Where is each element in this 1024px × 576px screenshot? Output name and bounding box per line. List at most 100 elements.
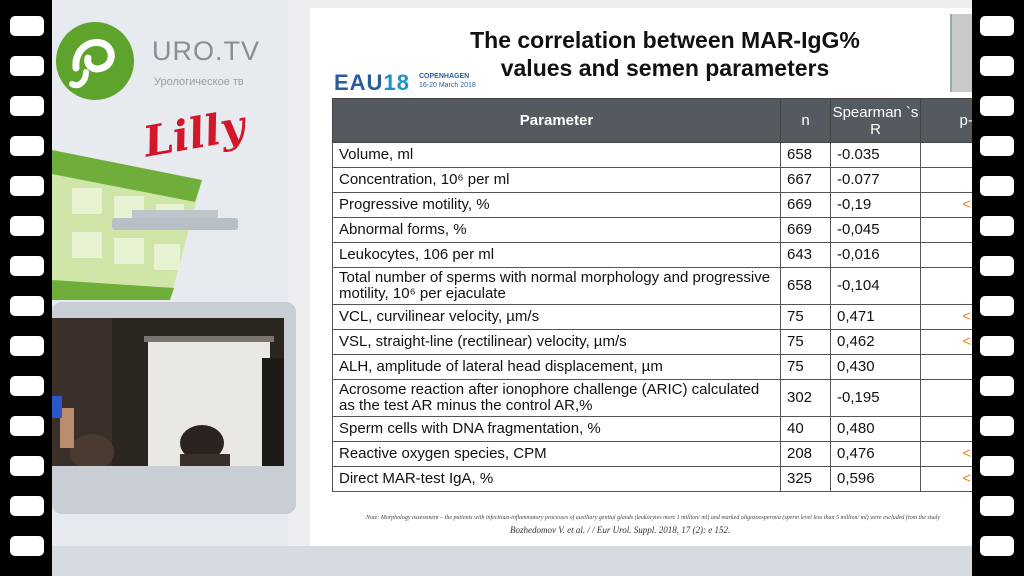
bottom-band (52, 546, 972, 576)
monitor-base (112, 218, 238, 230)
cell-parameter: Concentration, 10⁶ per ml (332, 167, 781, 193)
conference-name: EAU18 (334, 70, 410, 95)
conference-prefix: EAU (334, 70, 384, 95)
cell-parameter: Total number of sperms with normal morph… (332, 267, 781, 305)
cell-spearman-r: -0.035 (830, 142, 921, 168)
conference-city: COPENHAGEN (419, 73, 470, 80)
cell-pvalue: 0,0 (920, 379, 972, 417)
cell-pvalue: <0,0 (920, 466, 972, 492)
cell-n: 669 (780, 217, 831, 243)
cell-parameter: Reactive oxygen species, CPM (332, 441, 781, 467)
video-frame: URO.TV Урологическое тв Lilly (52, 0, 972, 576)
sprocket-hole (10, 296, 44, 316)
sprocket-hole (10, 416, 44, 436)
filmstrip-right (972, 0, 1024, 576)
cell-n: 658 (780, 267, 831, 305)
slide-title-line1: The correlation between MAR-IgG% (470, 27, 860, 53)
monitor-stand (132, 210, 218, 220)
sprocket-hole (10, 256, 44, 276)
cell-pvalue: 0, (920, 354, 972, 380)
cell-n: 669 (780, 192, 831, 218)
cell-n: 658 (780, 142, 831, 168)
header-n: n (780, 98, 831, 143)
sprocket-hole (980, 136, 1014, 156)
cell-parameter: Leukocytes, 106 per ml (332, 242, 781, 268)
cell-spearman-r: -0.077 (830, 167, 921, 193)
cell-parameter: Volume, ml (332, 142, 781, 168)
sprocket-hole (980, 296, 1014, 316)
sprocket-hole (980, 16, 1014, 36)
cell-pvalue: 0, (920, 416, 972, 442)
sprocket-hole (980, 536, 1014, 556)
cell-spearman-r: -0,104 (830, 267, 921, 305)
slide-photo-thumbnail (950, 14, 972, 92)
cell-spearman-r: 0,462 (830, 329, 921, 355)
sprocket-hole (10, 136, 44, 156)
filmstrip-left (0, 0, 52, 576)
presentation-slide: The correlation between MAR-IgG% values … (310, 8, 972, 546)
sprocket-hole (10, 496, 44, 516)
cell-pvalue: 0, (920, 142, 972, 168)
cell-n: 75 (780, 329, 831, 355)
cell-pvalue: <0,0 (920, 304, 972, 330)
header-parameter: Parameter (332, 98, 781, 143)
cell-parameter: VSL, straight-line (rectilinear) velocit… (332, 329, 781, 355)
cell-spearman-r: 0,471 (830, 304, 921, 330)
conference-logo: EAU18 COPENHAGEN 16-20 March 2018 (334, 70, 476, 96)
speaker-video-feed (52, 318, 284, 466)
cell-n: 40 (780, 416, 831, 442)
cell-spearman-r: 0,430 (830, 354, 921, 380)
sprocket-hole (980, 336, 1014, 356)
cell-n: 75 (780, 354, 831, 380)
cell-spearman-r: -0,195 (830, 379, 921, 417)
header-spearman: Spearman `s R (830, 98, 921, 143)
brand-name: URO.TV (152, 36, 261, 66)
cell-n: 75 (780, 304, 831, 330)
header-pvalue: p-val (920, 98, 972, 143)
table-row: VSL, straight-line (rectilinear) velocit… (332, 329, 972, 355)
correlation-table: Parameter n Spearman `s R p-val Volume, … (332, 98, 972, 492)
sprocket-hole (980, 216, 1014, 236)
cell-pvalue: <0,0 (920, 441, 972, 467)
table-header-row: Parameter n Spearman `s R p-val (332, 98, 972, 143)
conference-dates: 16-20 March 2018 (419, 82, 476, 89)
sprocket-hole (980, 376, 1014, 396)
cell-spearman-r: 0,480 (830, 416, 921, 442)
cell-parameter: Direct MAR-test IgA, % (332, 466, 781, 492)
sprocket-hole (980, 56, 1014, 76)
sprocket-hole (980, 456, 1014, 476)
table-row: Sperm cells with DNA fragmentation, % 40 0… (332, 416, 972, 442)
cell-spearman-r: 0,596 (830, 466, 921, 492)
table-row: Acrosome reaction after ionophore challe… (332, 379, 972, 417)
cell-pvalue: 0, (920, 242, 972, 268)
sprocket-hole (10, 216, 44, 236)
table-row: VCL, curvilinear velocity, µm/s750,471<0… (332, 304, 972, 330)
monitor-frame (52, 302, 296, 514)
cell-parameter: ALH, amplitude of lateral head displacem… (332, 354, 781, 380)
cell-parameter: Abnormal forms, % (332, 217, 781, 243)
cell-n: 667 (780, 167, 831, 193)
cell-parameter: Sperm cells with DNA fragmentation, % (332, 416, 781, 442)
cell-pvalue: <0,0 (920, 329, 972, 355)
urotv-logo-icon (56, 22, 134, 100)
slide-title-line2: values and semen parameters (500, 55, 830, 81)
cell-spearman-r: -0,045 (830, 217, 921, 243)
table-row: Total number of sperms with normal morph… (332, 267, 972, 305)
sprocket-hole (980, 256, 1014, 276)
conference-details: COPENHAGEN 16-20 March 2018 (419, 72, 489, 90)
cell-pvalue: 0, (920, 217, 972, 243)
cell-pvalue: 0, (920, 267, 972, 305)
sprocket-hole (980, 96, 1014, 116)
table-row: Abnormal forms, %669-0,0450, (332, 217, 972, 243)
slide-title: The correlation between MAR-IgG% values … (430, 26, 900, 82)
conference-year: 18 (383, 70, 410, 95)
table-row: ALH, amplitude of lateral head displacem… (332, 354, 972, 380)
cell-parameter: Acrosome reaction after ionophore challe… (332, 379, 781, 417)
cell-spearman-r: 0,476 (830, 441, 921, 467)
